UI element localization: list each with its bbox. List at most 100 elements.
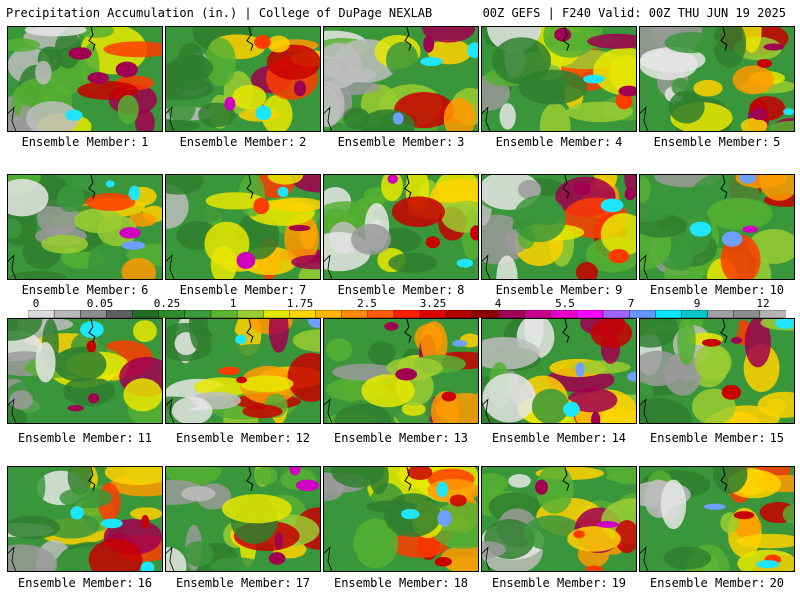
color-scale-swatch bbox=[681, 310, 709, 318]
ensemble-member-18-map bbox=[323, 466, 479, 572]
ensemble-member-label: Ensemble Member: 1 bbox=[6, 135, 164, 149]
color-scale-swatch bbox=[524, 310, 552, 318]
color-scale-swatch bbox=[733, 310, 761, 318]
member-number: 15 bbox=[769, 431, 785, 445]
member-label-prefix: Ensemble Member: bbox=[649, 431, 766, 445]
model-run-info: 00Z GEFS | F240 Valid: 00Z THU JUN 19 20… bbox=[482, 6, 786, 20]
color-scale-swatch bbox=[132, 310, 160, 318]
color-scale-swatch bbox=[498, 310, 526, 318]
member-label-prefix: Ensemble Member: bbox=[491, 576, 608, 590]
ensemble-member-label: Ensemble Member: 6 bbox=[6, 283, 164, 297]
member-label-prefix: Ensemble Member: bbox=[175, 576, 292, 590]
color-scale-swatch bbox=[341, 310, 369, 318]
ensemble-member-label: Ensemble Member: 9 bbox=[480, 283, 638, 297]
color-scale-swatch bbox=[655, 310, 683, 318]
color-scale-tick-label: 0.25 bbox=[153, 297, 181, 310]
ensemble-member-9-map bbox=[481, 174, 637, 280]
ensemble-member-17-map bbox=[165, 466, 321, 572]
ensemble-member-label: Ensemble Member: 14 bbox=[480, 431, 638, 445]
ensemble-member-label: Ensemble Member: 5 bbox=[638, 135, 796, 149]
ensemble-member-label: Ensemble Member: 3 bbox=[322, 135, 480, 149]
color-scale-swatch bbox=[628, 310, 657, 318]
color-scale-swatch bbox=[707, 310, 735, 318]
ensemble-member-6-map bbox=[7, 174, 163, 280]
ensemble-member-20-map bbox=[639, 466, 795, 572]
member-label-prefix: Ensemble Member: bbox=[17, 431, 134, 445]
color-scale-tick-label: 7 bbox=[627, 297, 635, 310]
member-number: 10 bbox=[769, 283, 785, 297]
member-label-prefix: Ensemble Member: bbox=[21, 135, 138, 149]
ensemble-member-label: Ensemble Member: 11 bbox=[6, 431, 164, 445]
color-scale-tick-label: 9 bbox=[693, 297, 701, 310]
member-label-prefix: Ensemble Member: bbox=[333, 576, 450, 590]
member-number: 11 bbox=[137, 431, 153, 445]
ensemble-member-label: Ensemble Member: 18 bbox=[322, 576, 480, 590]
color-scale-tick-label: 4 bbox=[494, 297, 502, 310]
color-scale-swatch bbox=[446, 310, 474, 318]
product-title: Precipitation Accumulation (in.) | Colle… bbox=[6, 6, 433, 20]
color-scale-tick-label: 1 bbox=[229, 297, 237, 310]
color-scale-swatch bbox=[576, 310, 604, 318]
member-label-prefix: Ensemble Member: bbox=[175, 431, 292, 445]
color-scale-swatch bbox=[550, 310, 578, 318]
member-label-prefix: Ensemble Member: bbox=[495, 135, 612, 149]
ensemble-member-14-map bbox=[481, 318, 637, 424]
color-scale-swatch bbox=[53, 310, 81, 318]
member-label-prefix: Ensemble Member: bbox=[179, 135, 296, 149]
member-number: 3 bbox=[457, 135, 465, 149]
color-scale-swatch bbox=[106, 310, 134, 318]
ensemble-member-1-map bbox=[7, 26, 163, 132]
member-number: 20 bbox=[769, 576, 785, 590]
member-number: 1 bbox=[141, 135, 149, 149]
color-scale-swatch bbox=[80, 310, 108, 318]
ensemble-member-label: Ensemble Member: 12 bbox=[164, 431, 322, 445]
color-scale-swatch bbox=[289, 310, 317, 318]
color-scale-tick-label: 12 bbox=[756, 297, 770, 310]
member-label-prefix: Ensemble Member: bbox=[179, 283, 296, 297]
color-scale-swatch bbox=[315, 310, 343, 318]
ensemble-member-10-map bbox=[639, 174, 795, 280]
color-scale-tick-label: 1.75 bbox=[286, 297, 314, 310]
ensemble-member-label: Ensemble Member: 13 bbox=[322, 431, 480, 445]
member-number: 2 bbox=[299, 135, 307, 149]
member-label-prefix: Ensemble Member: bbox=[21, 283, 138, 297]
member-number: 6 bbox=[141, 283, 149, 297]
member-label-prefix: Ensemble Member: bbox=[337, 283, 454, 297]
member-label-prefix: Ensemble Member: bbox=[649, 283, 766, 297]
ensemble-member-label: Ensemble Member: 8 bbox=[322, 283, 480, 297]
ensemble-member-5-map bbox=[639, 26, 795, 132]
member-label-prefix: Ensemble Member: bbox=[17, 576, 134, 590]
ensemble-member-label: Ensemble Member: 20 bbox=[638, 576, 796, 590]
ensemble-member-19-map bbox=[481, 466, 637, 572]
member-number: 4 bbox=[615, 135, 623, 149]
color-scale-swatch bbox=[367, 310, 395, 318]
color-scale-swatch bbox=[263, 310, 291, 318]
ensemble-member-4-map bbox=[481, 26, 637, 132]
color-scale-tick-label: 0.05 bbox=[86, 297, 114, 310]
ensemble-member-2-map bbox=[165, 26, 321, 132]
member-label-prefix: Ensemble Member: bbox=[491, 431, 608, 445]
ensemble-member-label: Ensemble Member: 7 bbox=[164, 283, 322, 297]
ensemble-member-label: Ensemble Member: 4 bbox=[480, 135, 638, 149]
ensemble-member-label: Ensemble Member: 16 bbox=[6, 576, 164, 590]
color-scale-swatch bbox=[158, 310, 186, 318]
member-number: 9 bbox=[615, 283, 623, 297]
color-scale-swatch bbox=[602, 310, 630, 318]
color-scale-swatch bbox=[184, 310, 212, 318]
ensemble-member-label: Ensemble Member: 15 bbox=[638, 431, 796, 445]
color-scale-swatch bbox=[393, 310, 421, 318]
map-header: Precipitation Accumulation (in.) | Colle… bbox=[0, 0, 800, 22]
member-label-prefix: Ensemble Member: bbox=[653, 135, 770, 149]
ensemble-member-label: Ensemble Member: 10 bbox=[638, 283, 796, 297]
color-scale-swatch bbox=[236, 310, 264, 318]
ensemble-member-label: Ensemble Member: 19 bbox=[480, 576, 638, 590]
member-label-prefix: Ensemble Member: bbox=[649, 576, 766, 590]
ensemble-member-7-map bbox=[165, 174, 321, 280]
color-scale-swatch bbox=[472, 310, 500, 318]
member-number: 17 bbox=[295, 576, 311, 590]
member-number: 13 bbox=[453, 431, 469, 445]
member-number: 5 bbox=[773, 135, 781, 149]
member-number: 8 bbox=[457, 283, 465, 297]
member-number: 7 bbox=[299, 283, 307, 297]
member-label-prefix: Ensemble Member: bbox=[495, 283, 612, 297]
